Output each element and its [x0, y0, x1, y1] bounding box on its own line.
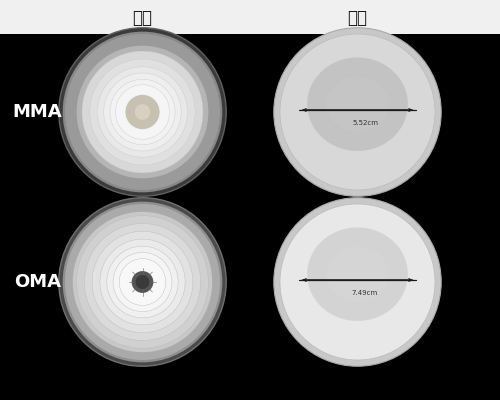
- Ellipse shape: [98, 67, 188, 157]
- Ellipse shape: [280, 204, 435, 360]
- Ellipse shape: [76, 46, 208, 178]
- Ellipse shape: [82, 51, 203, 173]
- Ellipse shape: [307, 58, 408, 151]
- Text: MMA: MMA: [12, 103, 62, 121]
- Ellipse shape: [126, 95, 160, 129]
- Ellipse shape: [120, 258, 166, 306]
- Ellipse shape: [136, 275, 149, 289]
- Ellipse shape: [104, 73, 181, 151]
- Ellipse shape: [59, 198, 226, 366]
- Ellipse shape: [274, 28, 441, 196]
- Ellipse shape: [107, 246, 178, 318]
- Bar: [0, 0, 500, 34]
- Ellipse shape: [84, 224, 200, 340]
- Text: OMA: OMA: [14, 273, 61, 291]
- Ellipse shape: [59, 28, 226, 196]
- Ellipse shape: [326, 77, 388, 132]
- Text: 5.52cm: 5.52cm: [352, 120, 378, 126]
- Ellipse shape: [274, 198, 441, 366]
- Ellipse shape: [110, 79, 175, 145]
- Text: 背面: 背面: [348, 9, 368, 27]
- Text: 前面: 前面: [132, 9, 152, 27]
- Ellipse shape: [62, 202, 222, 362]
- Ellipse shape: [62, 32, 222, 192]
- Ellipse shape: [113, 252, 172, 312]
- Ellipse shape: [132, 271, 154, 293]
- Ellipse shape: [135, 104, 150, 120]
- Text: 7.49cm: 7.49cm: [352, 290, 378, 296]
- Ellipse shape: [65, 34, 220, 190]
- Ellipse shape: [90, 59, 195, 165]
- Ellipse shape: [76, 216, 208, 348]
- Ellipse shape: [326, 247, 388, 302]
- Ellipse shape: [116, 85, 170, 139]
- Ellipse shape: [73, 212, 212, 352]
- Ellipse shape: [92, 231, 193, 333]
- Ellipse shape: [100, 239, 185, 325]
- Ellipse shape: [280, 34, 435, 190]
- Ellipse shape: [307, 227, 408, 321]
- Ellipse shape: [65, 204, 220, 360]
